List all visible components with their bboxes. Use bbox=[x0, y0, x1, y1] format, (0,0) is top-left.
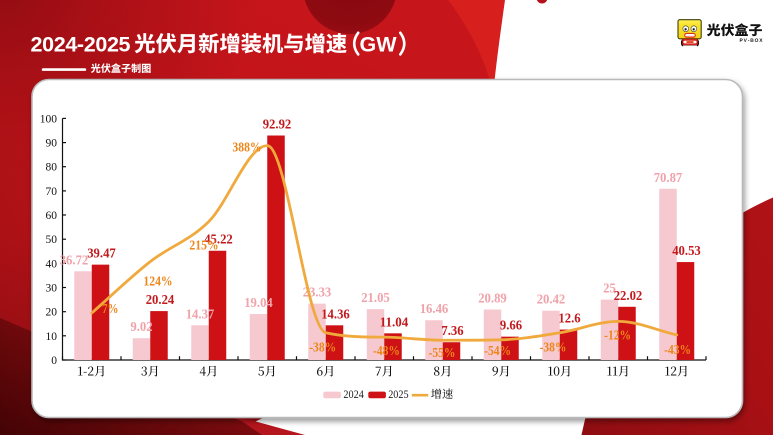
svg-text:22.02: 22.02 bbox=[614, 289, 643, 304]
svg-text:100: 100 bbox=[40, 113, 58, 125]
svg-text:9.66: 9.66 bbox=[500, 319, 522, 334]
svg-text:14.36: 14.36 bbox=[321, 307, 350, 322]
svg-text:40.53: 40.53 bbox=[672, 244, 701, 259]
svg-text:124%: 124% bbox=[143, 275, 172, 290]
svg-text:60: 60 bbox=[46, 210, 58, 222]
svg-text:GW: GW bbox=[360, 32, 398, 56]
svg-text:-43%: -43% bbox=[664, 343, 691, 358]
svg-text:9.02: 9.02 bbox=[130, 320, 152, 335]
svg-text:30: 30 bbox=[46, 283, 58, 295]
svg-text:0: 0 bbox=[51, 355, 57, 367]
svg-text:215%: 215% bbox=[189, 239, 218, 254]
svg-text:40: 40 bbox=[46, 258, 58, 270]
svg-text:20.89: 20.89 bbox=[478, 292, 507, 307]
svg-text:12.6: 12.6 bbox=[558, 312, 580, 327]
svg-text:11.04: 11.04 bbox=[380, 315, 409, 330]
svg-text:92.92: 92.92 bbox=[263, 118, 292, 133]
svg-text:7%: 7% bbox=[102, 302, 118, 317]
svg-text:-38%: -38% bbox=[309, 341, 336, 356]
svg-text:10: 10 bbox=[46, 331, 58, 343]
svg-text:50: 50 bbox=[46, 234, 58, 246]
svg-text:7.36: 7.36 bbox=[441, 324, 463, 339]
svg-text:39.47: 39.47 bbox=[87, 247, 116, 262]
svg-text:21.05: 21.05 bbox=[361, 291, 390, 306]
svg-text:70: 70 bbox=[46, 186, 58, 198]
svg-text:20: 20 bbox=[46, 307, 58, 319]
svg-text:80: 80 bbox=[46, 162, 58, 174]
svg-text:25: 25 bbox=[603, 282, 616, 297]
svg-text:2024: 2024 bbox=[343, 389, 364, 401]
svg-text:16.46: 16.46 bbox=[420, 302, 449, 317]
svg-text:-38%: -38% bbox=[540, 341, 567, 356]
svg-text:20.42: 20.42 bbox=[537, 293, 566, 308]
svg-text:388%: 388% bbox=[232, 141, 261, 156]
svg-text:36.72: 36.72 bbox=[60, 253, 89, 268]
svg-text:90: 90 bbox=[46, 138, 58, 150]
svg-text:14.37: 14.37 bbox=[186, 307, 215, 322]
svg-text:2024-2025: 2024-2025 bbox=[31, 32, 131, 56]
svg-text:-55%: -55% bbox=[429, 346, 456, 361]
svg-text:-12%: -12% bbox=[604, 329, 631, 344]
svg-text:19.04: 19.04 bbox=[244, 296, 273, 311]
svg-text:-54%: -54% bbox=[484, 344, 511, 359]
svg-text:2025: 2025 bbox=[388, 389, 409, 401]
svg-text:70.87: 70.87 bbox=[654, 171, 683, 186]
svg-text:-48%: -48% bbox=[373, 344, 400, 359]
svg-text:20.24: 20.24 bbox=[146, 293, 175, 308]
svg-text:45.22: 45.22 bbox=[204, 233, 233, 248]
